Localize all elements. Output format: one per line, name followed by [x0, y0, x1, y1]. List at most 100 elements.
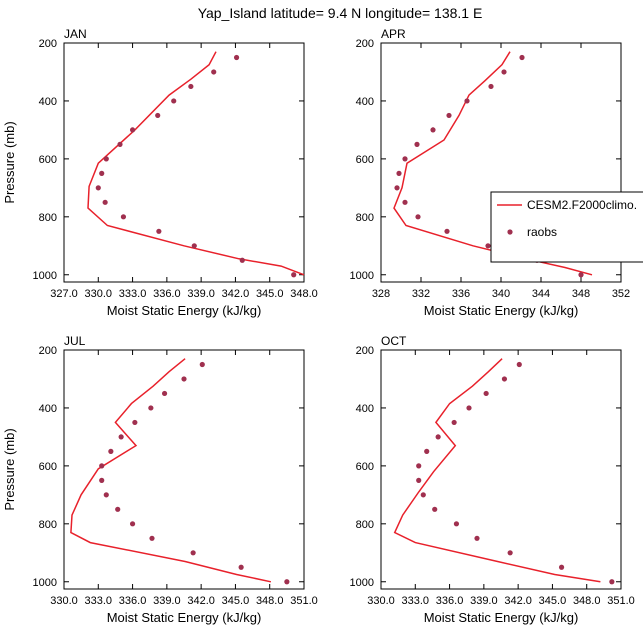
panel-label: OCT	[381, 334, 407, 348]
obs-point	[396, 170, 402, 176]
obs-point	[118, 434, 124, 440]
obs-point	[483, 390, 489, 397]
x-tick-label: 344	[532, 288, 550, 300]
obs-point	[501, 69, 507, 75]
x-tick-label: 351.0	[290, 595, 318, 607]
y-tick-label: 1000	[33, 577, 57, 589]
x-tick-label: 339.0	[187, 288, 215, 300]
obs-point	[129, 127, 136, 133]
obs-point	[115, 506, 121, 512]
obs-point	[420, 492, 426, 498]
obs-point	[120, 214, 127, 220]
panel-apr: APR 328 332 336 340 344 348 352 200 400 600 800 1000…	[350, 27, 631, 318]
x-tick-label: 336.0	[153, 288, 181, 300]
obs-point	[161, 390, 168, 397]
y-tick-label: 800	[39, 212, 57, 224]
y-tick-label: 1000	[350, 270, 374, 282]
panel-label: JUL	[64, 334, 86, 348]
obs-point	[171, 98, 177, 104]
y-axis-title: Pressure (mb)	[2, 121, 17, 203]
y-tick-label: 600	[39, 154, 57, 166]
obs-point	[501, 376, 508, 382]
x-tick-label: 336.0	[436, 595, 464, 607]
x-tick-label: 345.0	[539, 595, 567, 607]
x-tick-label: 340	[492, 288, 510, 300]
obs-point	[149, 535, 155, 541]
x-tick-label: 336.0	[119, 595, 147, 607]
y-tick-label: 200	[356, 345, 374, 357]
obs-point	[117, 141, 123, 147]
obs-point	[99, 477, 105, 483]
y-tick-label: 400	[356, 403, 374, 415]
main-title: Yap_Island latitude= 9.4 N longitude= 13…	[198, 5, 483, 21]
x-tick-label: 330.0	[367, 595, 395, 607]
obs-point	[239, 257, 245, 263]
y-tick-label: 800	[356, 212, 374, 224]
plot-frame	[63, 349, 305, 590]
panels: JAN 327.0 330.0 333.0 336.0 339.0 342.0 345.0 34…	[2, 27, 635, 625]
model-series-line	[87, 51, 305, 276]
x-tick-label: 339.0	[153, 595, 181, 607]
x-tick-label: 328	[372, 288, 390, 300]
y-tick-label: 200	[356, 38, 374, 50]
x-tick-label: 327.0	[50, 288, 78, 300]
obs-point	[291, 272, 297, 278]
y-tick-label: 400	[39, 96, 57, 108]
y-tick-label: 400	[39, 403, 57, 415]
x-tick-label: 342.0	[504, 595, 532, 607]
x-tick-label: 348.0	[256, 595, 284, 607]
obs-point	[453, 521, 460, 527]
y-tick-label: 800	[39, 519, 57, 531]
x-tick-label: 333.0	[85, 595, 113, 607]
obs-point	[578, 272, 584, 278]
obs-point	[394, 185, 400, 191]
obs-point	[148, 405, 154, 411]
obs-point	[402, 156, 408, 162]
obs-point	[211, 69, 217, 75]
obs-point	[190, 550, 196, 556]
x-axis-title: Moist Static Energy (kJ/kg)	[424, 610, 579, 625]
obs-point	[181, 376, 187, 382]
x-tick-label: 352	[612, 288, 630, 300]
obs-point	[435, 434, 441, 440]
obs-point	[464, 98, 470, 104]
legend-obs-marker	[507, 229, 513, 235]
x-tick-label: 348	[572, 288, 590, 300]
x-axis-title: Moist Static Energy (kJ/kg)	[424, 303, 579, 318]
legend-model-label: CESM2.F2000climo.	[527, 198, 637, 212]
x-tick-label: 348.0	[290, 288, 318, 300]
x-tick-label: 336	[452, 288, 470, 300]
obs-point	[129, 521, 136, 527]
y-tick-label: 1000	[350, 577, 374, 589]
x-tick-label: 351.0	[607, 595, 635, 607]
obs-point	[99, 170, 105, 176]
obs-point	[609, 579, 615, 585]
y-tick-label: 1000	[33, 270, 57, 282]
obs-point	[416, 477, 422, 483]
legend: CESM2.F2000climo. raobs	[490, 191, 643, 263]
x-tick-label: 345.0	[256, 288, 284, 300]
obs-point	[466, 405, 472, 411]
obs-point	[558, 564, 565, 570]
obs-point	[432, 506, 438, 512]
y-tick-label: 800	[356, 519, 374, 531]
obs-point	[507, 550, 513, 556]
obs-point	[485, 243, 491, 249]
obs-point	[103, 492, 109, 498]
model-series-line	[393, 358, 601, 583]
obs-point	[95, 185, 101, 191]
obs-point	[430, 127, 436, 133]
plot-frame	[63, 42, 305, 283]
panel-label: APR	[381, 27, 406, 41]
x-tick-label: 330.0	[85, 288, 113, 300]
obs-point	[108, 448, 114, 454]
x-tick-label: 345.0	[222, 595, 250, 607]
obs-point	[238, 564, 244, 570]
y-axis-title: Pressure (mb)	[2, 428, 17, 510]
obs-point	[103, 156, 109, 162]
obs-point	[451, 419, 457, 426]
obs-point	[446, 112, 452, 119]
x-tick-label: 342.0	[187, 595, 215, 607]
obs-point	[416, 463, 422, 469]
